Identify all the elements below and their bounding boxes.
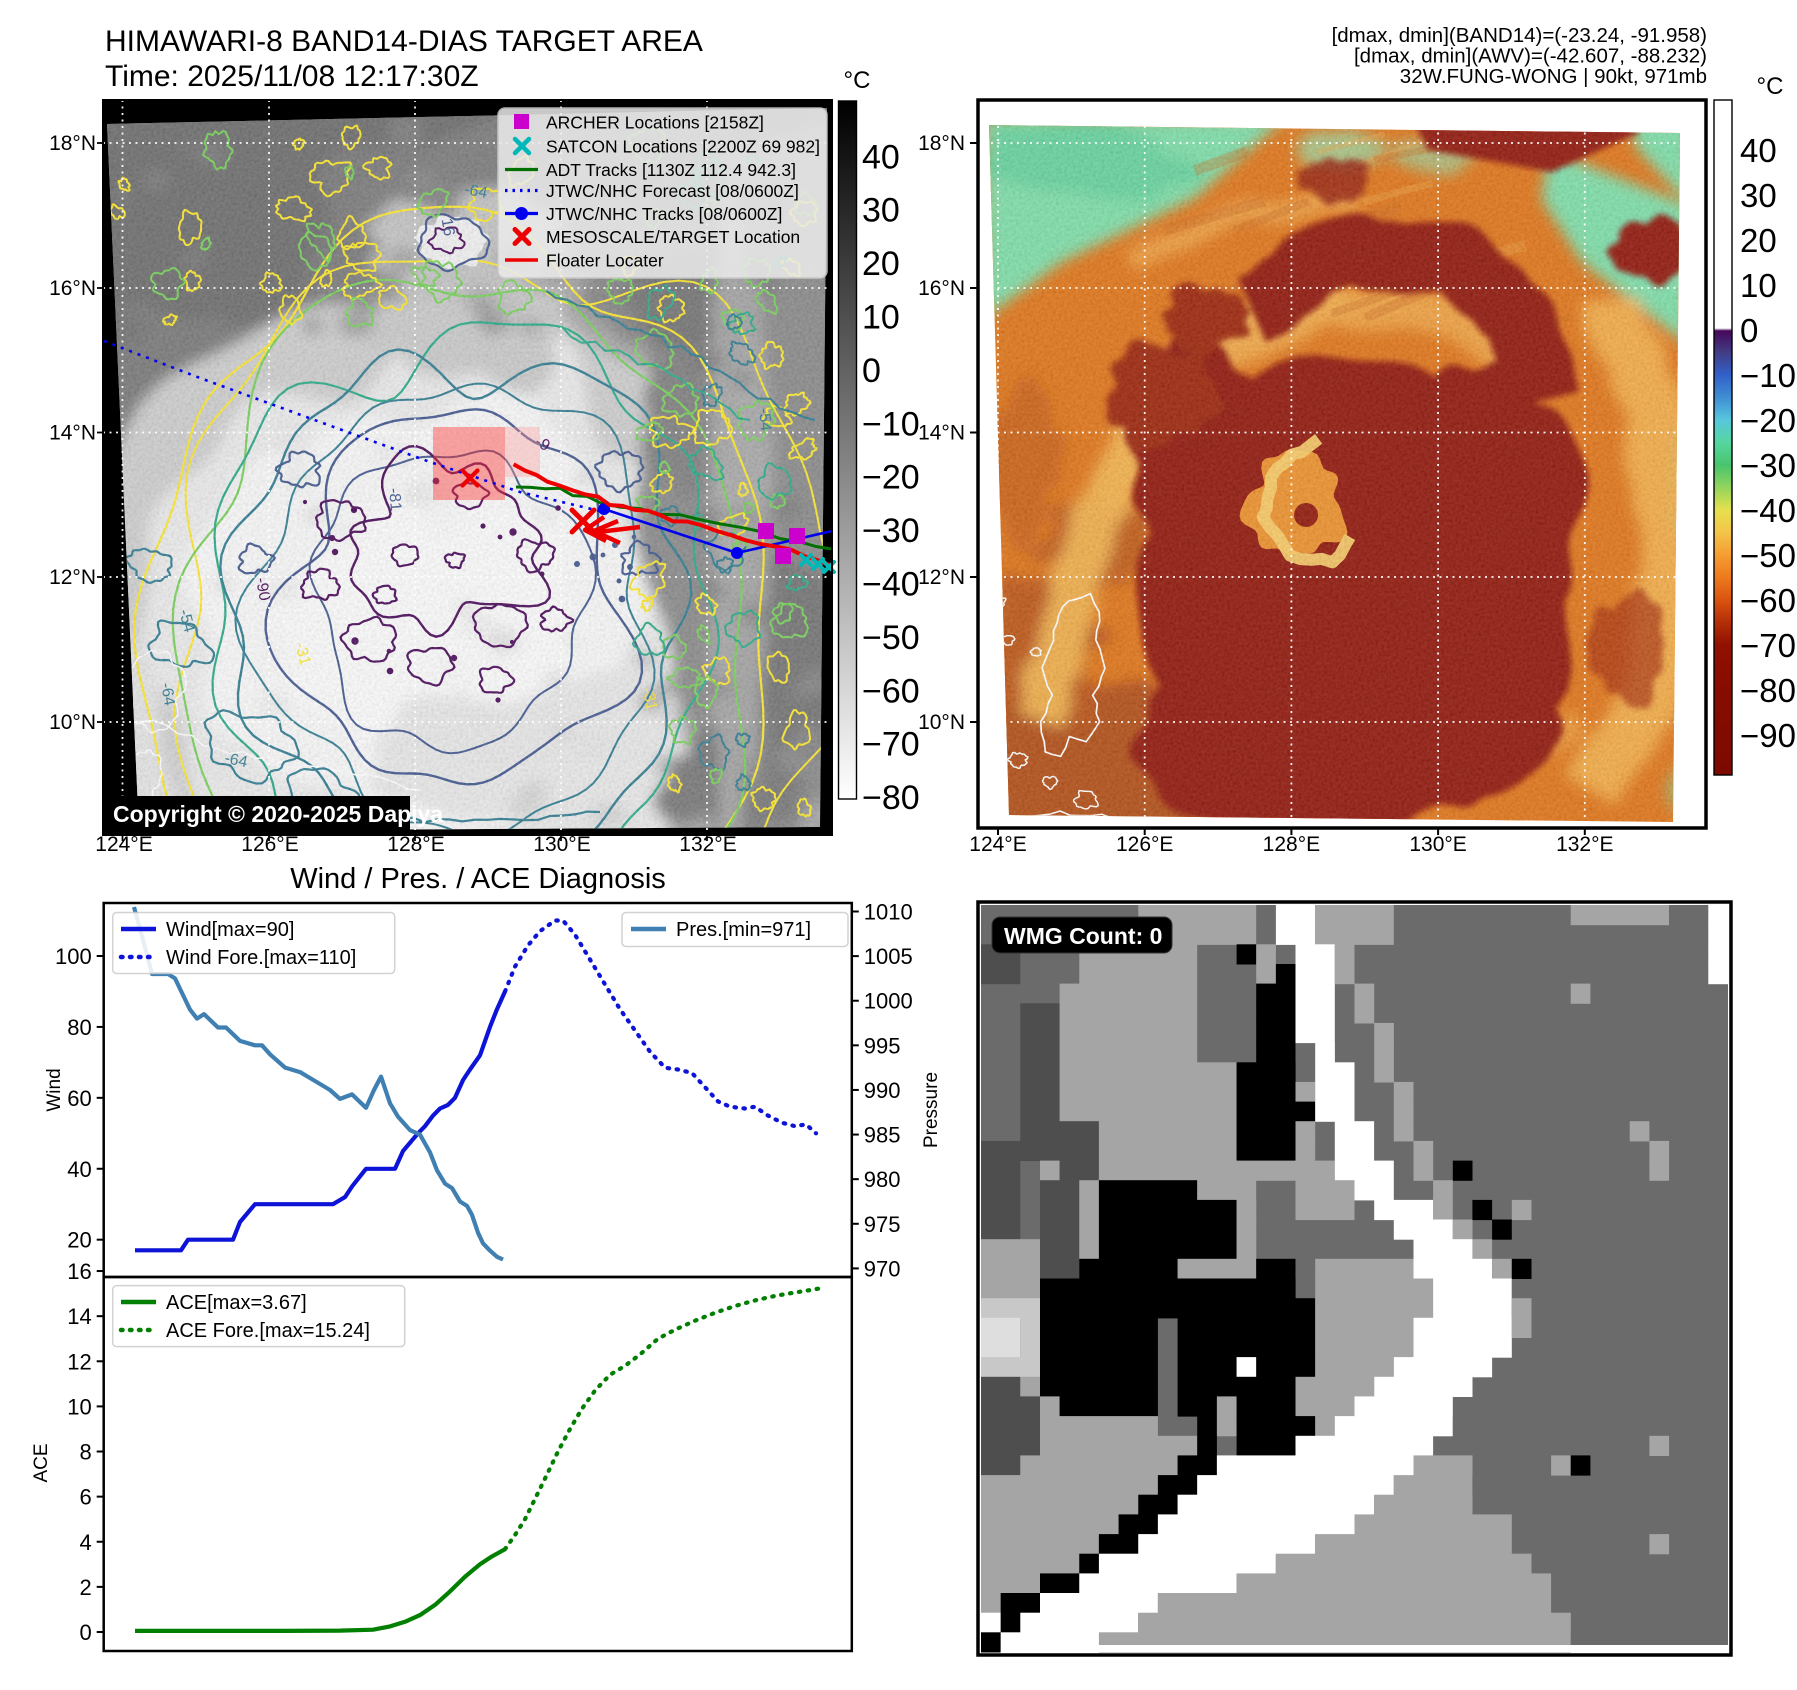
svg-text:−50: −50: [862, 619, 920, 657]
svg-text:−40: −40: [862, 566, 920, 604]
svg-text:126°E: 126°E: [1116, 833, 1173, 856]
svg-text:4: 4: [79, 1530, 91, 1555]
svg-text:124°E: 124°E: [969, 833, 1026, 856]
svg-text:126°E: 126°E: [241, 833, 298, 856]
svg-text:128°E: 128°E: [387, 833, 444, 856]
svg-text:10: 10: [67, 1394, 91, 1419]
svg-text:124°E: 124°E: [95, 833, 152, 856]
svg-text:20: 20: [862, 245, 900, 283]
svg-text:°C: °C: [844, 67, 871, 94]
svg-text:−10: −10: [862, 405, 920, 443]
svg-text:12°N: 12°N: [918, 566, 965, 589]
svg-text:980: 980: [864, 1167, 901, 1192]
svg-text:−30: −30: [862, 512, 920, 550]
svg-text:14°N: 14°N: [49, 422, 96, 445]
svg-text:Wind Fore.[max=110]: Wind Fore.[max=110]: [166, 947, 356, 969]
svg-text:128°E: 128°E: [1263, 833, 1320, 856]
svg-text:0: 0: [1740, 312, 1758, 349]
svg-text:−10: −10: [1740, 357, 1796, 394]
svg-text:12°N: 12°N: [49, 566, 96, 589]
svg-text:18°N: 18°N: [49, 132, 96, 155]
svg-text:−90: −90: [1740, 717, 1796, 754]
svg-text:14: 14: [67, 1304, 91, 1329]
svg-text:1010: 1010: [864, 900, 913, 925]
svg-text:8: 8: [79, 1440, 91, 1465]
svg-text:10: 10: [1740, 267, 1777, 304]
svg-text:−50: −50: [1740, 537, 1796, 574]
svg-text:0: 0: [79, 1620, 91, 1645]
svg-text:WMG Count: 0: WMG Count: 0: [1004, 923, 1162, 949]
svg-text:80: 80: [67, 1015, 91, 1040]
svg-text:Pres.[min=971]: Pres.[min=971]: [676, 919, 811, 941]
svg-text:975: 975: [864, 1212, 901, 1237]
svg-text:14°N: 14°N: [918, 422, 965, 445]
svg-text:ACE[max=3.67]: ACE[max=3.67]: [166, 1292, 307, 1314]
svg-text:−80: −80: [862, 779, 920, 817]
svg-text:130°E: 130°E: [533, 833, 590, 856]
svg-text:MESOSCALE/TARGET Location: MESOSCALE/TARGET Location: [546, 227, 800, 247]
svg-text:60: 60: [67, 1086, 91, 1111]
svg-text:0: 0: [862, 352, 881, 390]
svg-text:32W.FUNG-WONG | 90kt, 971mb: 32W.FUNG-WONG | 90kt, 971mb: [1400, 65, 1707, 88]
svg-text:−70: −70: [1740, 627, 1796, 664]
svg-text:Wind[max=90]: Wind[max=90]: [166, 919, 294, 941]
svg-text:6: 6: [79, 1485, 91, 1510]
svg-text:Copyright © 2020-2025 Dapiya: Copyright © 2020-2025 Dapiya: [113, 801, 443, 827]
svg-text:−20: −20: [862, 459, 920, 497]
svg-text:12: 12: [67, 1349, 91, 1374]
svg-text:−20: −20: [1740, 402, 1796, 439]
svg-text:JTWC/NHC Tracks [08/0600Z]: JTWC/NHC Tracks [08/0600Z]: [546, 204, 782, 224]
svg-text:ADT Tracks [1130Z 112.4 942.3]: ADT Tracks [1130Z 112.4 942.3]: [546, 160, 796, 180]
svg-text:16: 16: [67, 1259, 91, 1284]
svg-text:2: 2: [79, 1575, 91, 1600]
svg-text:16°N: 16°N: [49, 277, 96, 300]
svg-text:°C: °C: [1757, 73, 1784, 100]
svg-text:20: 20: [67, 1228, 91, 1253]
svg-text:985: 985: [864, 1123, 901, 1148]
svg-text:HIMAWARI-8 BAND14-DIAS TARGET: HIMAWARI-8 BAND14-DIAS TARGET AREA: [105, 25, 703, 58]
svg-text:−40: −40: [1740, 492, 1796, 529]
svg-text:ACE Fore.[max=15.24]: ACE Fore.[max=15.24]: [166, 1320, 370, 1342]
svg-text:20: 20: [1740, 222, 1777, 259]
svg-text:Wind / Pres. / ACE Diagnosis: Wind / Pres. / ACE Diagnosis: [290, 863, 666, 895]
svg-text:−70: −70: [862, 726, 920, 764]
svg-text:Wind: Wind: [44, 1068, 65, 1111]
svg-text:−30: −30: [1740, 447, 1796, 484]
svg-text:40: 40: [1740, 132, 1777, 169]
svg-text:40: 40: [862, 138, 900, 176]
svg-text:10°N: 10°N: [918, 711, 965, 734]
svg-text:−80: −80: [1740, 672, 1796, 709]
svg-text:130°E: 130°E: [1409, 833, 1466, 856]
svg-text:995: 995: [864, 1033, 901, 1058]
svg-text:1005: 1005: [864, 944, 913, 969]
svg-text:ACE: ACE: [31, 1443, 52, 1482]
svg-text:[dmax, dmin](AWV)=(-42.607, -8: [dmax, dmin](AWV)=(-42.607, -88.232): [1354, 45, 1707, 68]
svg-text:Floater Locater: Floater Locater: [546, 251, 664, 271]
svg-text:970: 970: [864, 1256, 901, 1281]
svg-text:132°E: 132°E: [679, 833, 736, 856]
svg-text:Pressure: Pressure: [921, 1072, 942, 1148]
svg-text:JTWC/NHC Forecast [08/0600Z]: JTWC/NHC Forecast [08/0600Z]: [546, 181, 799, 201]
svg-text:Time: 2025/11/08 12:17:30Z: Time: 2025/11/08 12:17:30Z: [105, 60, 479, 93]
svg-text:[dmax, dmin](BAND14)=(-23.24,: [dmax, dmin](BAND14)=(-23.24, -91.958): [1332, 24, 1707, 47]
svg-text:132°E: 132°E: [1556, 833, 1613, 856]
svg-text:16°N: 16°N: [918, 277, 965, 300]
svg-text:−60: −60: [1740, 582, 1796, 619]
svg-text:1000: 1000: [864, 989, 913, 1014]
svg-text:40: 40: [67, 1157, 91, 1182]
svg-text:SATCON Locations [2200Z 69 982: SATCON Locations [2200Z 69 982]: [546, 137, 820, 157]
svg-text:18°N: 18°N: [918, 132, 965, 155]
svg-text:10°N: 10°N: [49, 711, 96, 734]
svg-text:990: 990: [864, 1078, 901, 1103]
svg-text:30: 30: [1740, 177, 1777, 214]
svg-text:10: 10: [862, 299, 900, 337]
svg-text:30: 30: [862, 192, 900, 230]
svg-text:100: 100: [55, 944, 92, 969]
svg-text:−60: −60: [862, 672, 920, 710]
svg-text:ARCHER Locations [2158Z]: ARCHER Locations [2158Z]: [546, 113, 764, 133]
